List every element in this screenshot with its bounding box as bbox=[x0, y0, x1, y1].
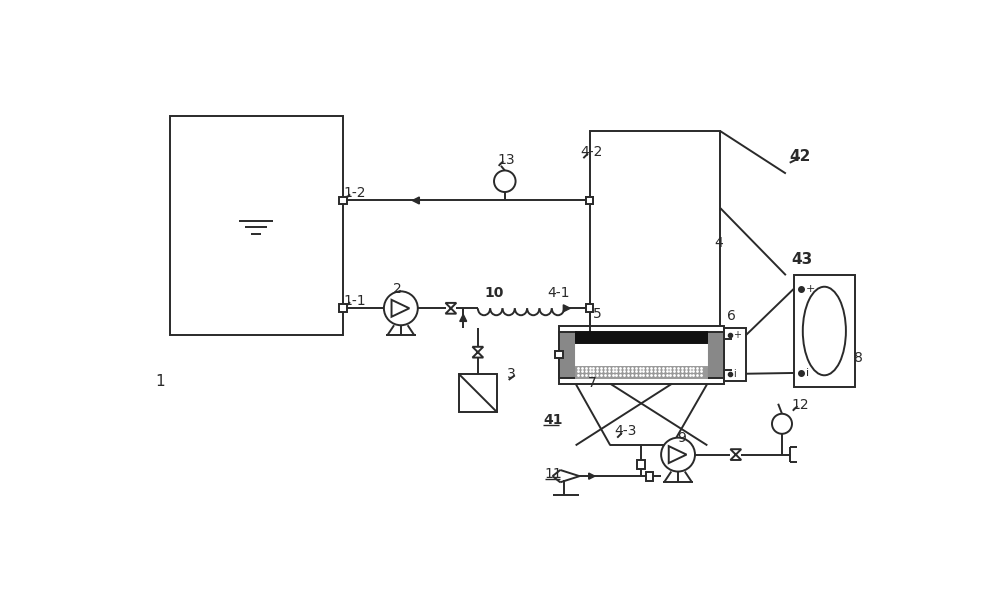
Text: 1-2: 1-2 bbox=[344, 186, 366, 200]
Text: 8: 8 bbox=[854, 351, 862, 365]
Text: 43: 43 bbox=[791, 252, 812, 267]
Polygon shape bbox=[669, 446, 687, 463]
Polygon shape bbox=[563, 305, 570, 312]
Text: 1: 1 bbox=[155, 374, 165, 389]
Bar bbox=[586, 196, 593, 204]
Bar bbox=[576, 343, 707, 367]
Bar bbox=[637, 460, 645, 469]
Text: +: + bbox=[733, 330, 741, 340]
Polygon shape bbox=[730, 449, 741, 460]
Polygon shape bbox=[446, 303, 456, 314]
Polygon shape bbox=[589, 473, 595, 479]
Text: 7: 7 bbox=[588, 376, 597, 390]
Text: 41: 41 bbox=[543, 413, 563, 427]
Text: 11: 11 bbox=[545, 467, 563, 481]
Bar bbox=[555, 351, 563, 359]
Text: 2: 2 bbox=[393, 282, 402, 296]
Text: 4-2: 4-2 bbox=[580, 145, 603, 159]
Bar bbox=[170, 116, 343, 335]
Polygon shape bbox=[472, 347, 483, 357]
Bar bbox=[707, 332, 724, 378]
Ellipse shape bbox=[803, 287, 846, 375]
Text: 3: 3 bbox=[507, 367, 516, 381]
Bar bbox=[646, 471, 653, 481]
Text: 4-3: 4-3 bbox=[614, 425, 637, 438]
Bar bbox=[590, 131, 720, 347]
Text: 4: 4 bbox=[714, 236, 723, 250]
Text: 13: 13 bbox=[497, 152, 515, 166]
Text: 10: 10 bbox=[484, 286, 503, 300]
Bar bbox=[559, 332, 576, 378]
Bar bbox=[459, 374, 497, 412]
Bar bbox=[339, 196, 347, 204]
Text: 42: 42 bbox=[790, 149, 811, 164]
Text: 12: 12 bbox=[791, 398, 809, 411]
Text: 5: 5 bbox=[593, 307, 602, 321]
Bar bbox=[576, 332, 707, 343]
Text: i: i bbox=[733, 369, 736, 379]
Text: 6: 6 bbox=[727, 309, 735, 323]
Circle shape bbox=[772, 414, 792, 434]
Polygon shape bbox=[412, 197, 419, 204]
Circle shape bbox=[661, 438, 695, 471]
Bar bbox=[724, 327, 746, 381]
Bar bbox=[586, 304, 593, 312]
Bar bbox=[586, 196, 593, 204]
Text: 4-1: 4-1 bbox=[547, 286, 570, 300]
Bar bbox=[559, 326, 724, 384]
Text: +: + bbox=[806, 284, 815, 294]
Polygon shape bbox=[460, 315, 467, 321]
Bar bbox=[794, 275, 855, 387]
Polygon shape bbox=[392, 300, 409, 317]
Bar bbox=[576, 367, 707, 378]
Circle shape bbox=[494, 171, 516, 192]
Circle shape bbox=[384, 291, 418, 325]
Text: 9: 9 bbox=[677, 431, 686, 446]
Bar bbox=[339, 304, 347, 312]
Text: 1-1: 1-1 bbox=[344, 294, 366, 308]
Text: i: i bbox=[806, 368, 809, 378]
